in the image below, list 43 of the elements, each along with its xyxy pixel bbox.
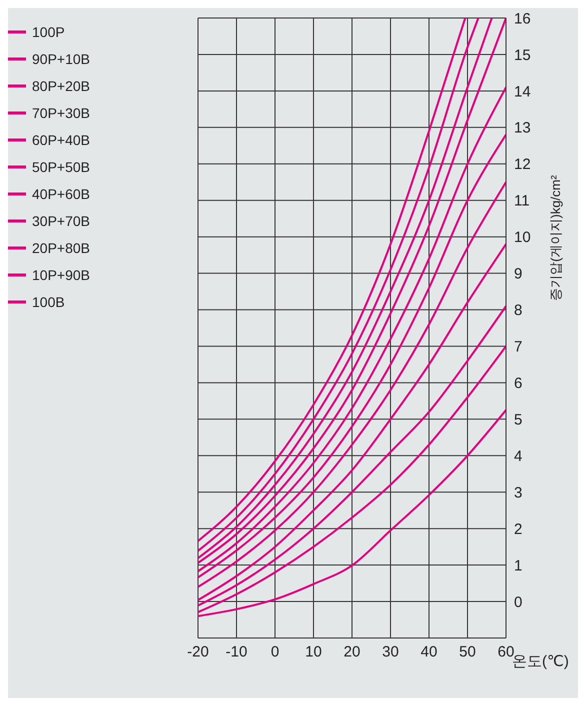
- line-series: [198, 409, 506, 618]
- y-tick-label: 16: [514, 10, 531, 28]
- y-tick-label: 8: [514, 302, 522, 320]
- x-tick-label: 50: [459, 644, 476, 661]
- y-tick-label: 11: [514, 192, 530, 210]
- y-axis-title: 증기압(게이지)kg/cm²: [548, 174, 563, 301]
- x-tick-label: 0: [270, 644, 280, 661]
- y-tick-label: 2: [514, 520, 522, 538]
- x-tick-label: 10: [305, 644, 322, 661]
- x-tick-label: 60: [498, 644, 514, 661]
- legend-label: 80P+20B: [32, 78, 90, 94]
- legend-label: 90P+10B: [32, 50, 90, 66]
- y-tick-label: 10: [514, 229, 531, 246]
- x-tick-label: 40: [420, 644, 438, 661]
- legend-label: 30P+70B: [32, 212, 90, 228]
- x-tick-label: 20: [344, 644, 360, 661]
- legend-label: 50P+50B: [32, 158, 90, 174]
- y-tick-label: 13: [514, 120, 531, 137]
- y-tick-label: 15: [514, 46, 531, 64]
- legend-label: 60P+40B: [32, 132, 90, 148]
- legend-label: 40P+60B: [32, 186, 90, 202]
- line-series: [198, 243, 506, 602]
- y-tick-label: 1: [514, 557, 522, 574]
- legend-label: 100B: [32, 294, 65, 310]
- y-tick-label: 14: [514, 83, 531, 100]
- line-series: [198, 305, 506, 607]
- y-tick-label: 5: [514, 412, 522, 428]
- y-tick-label: 6: [514, 375, 522, 392]
- y-tick-label: 3: [514, 484, 522, 502]
- x-tick-label: 30: [382, 644, 399, 661]
- y-tick-label: 12: [514, 156, 531, 174]
- y-tick-label: 9: [514, 266, 522, 283]
- x-tick-label: -20: [187, 644, 209, 661]
- line-series: [198, 345, 506, 614]
- legend-label: 70P+30B: [32, 104, 90, 120]
- y-tick-label: 4: [514, 448, 522, 465]
- legend-label: 100P: [32, 24, 65, 40]
- x-tick-label: -10: [226, 644, 248, 661]
- x-axis-title: 온도(℃): [512, 653, 569, 670]
- y-tick-label: 7: [514, 338, 522, 356]
- legend-label: 20P+80B: [32, 240, 90, 256]
- legend-label: 10P+90B: [32, 266, 90, 282]
- y-tick-label: 0: [514, 594, 522, 611]
